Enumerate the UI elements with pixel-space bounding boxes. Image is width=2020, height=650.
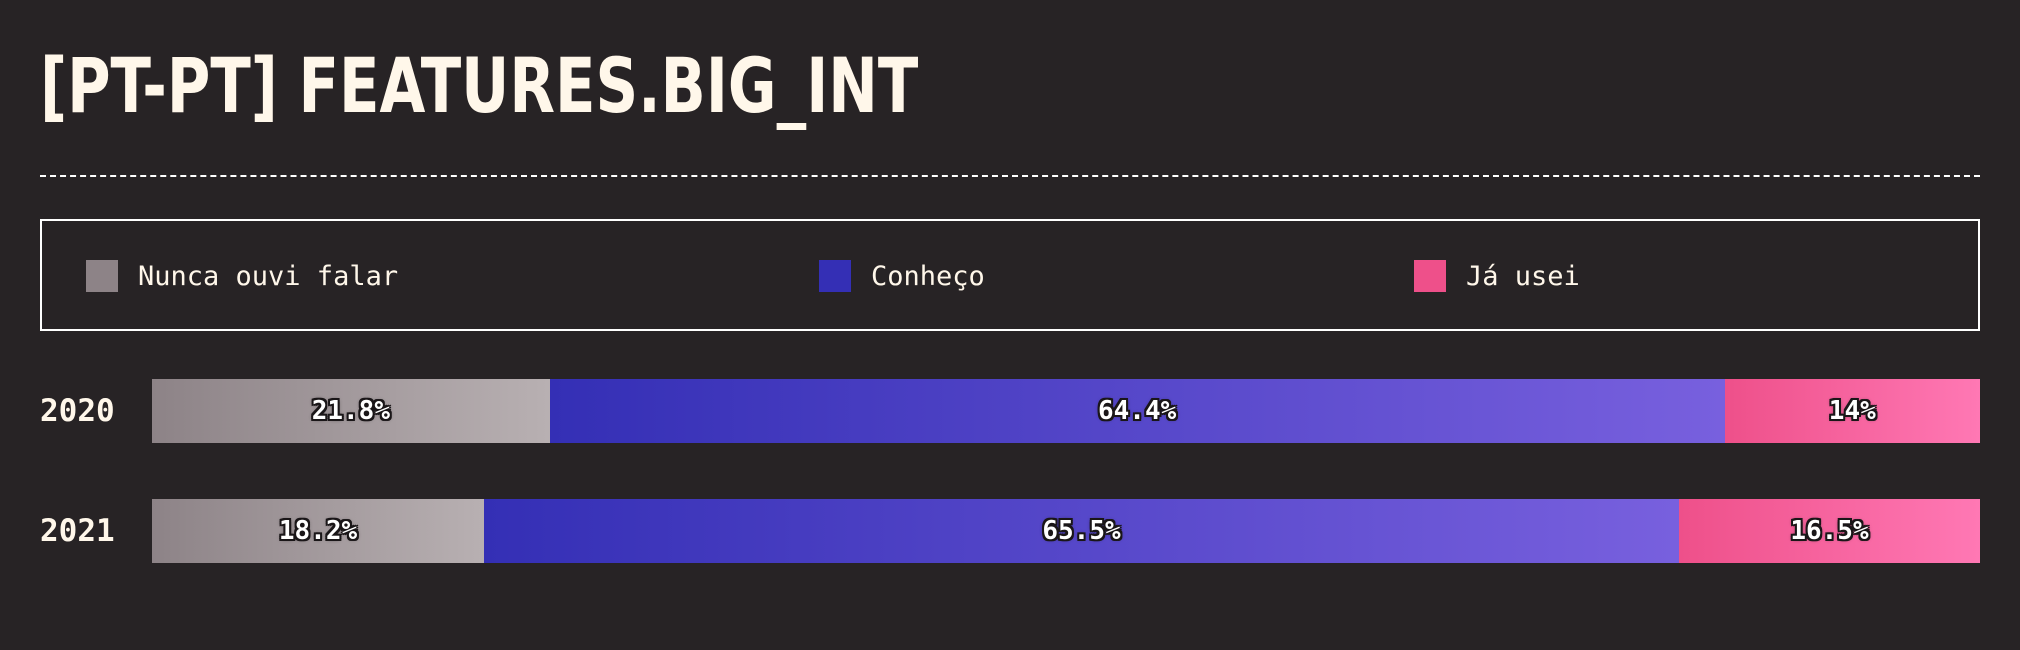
legend-label-know: Conheço xyxy=(871,260,985,292)
legend-item-know[interactable]: Conheço xyxy=(819,259,985,293)
bar-segment-2021-never-heard[interactable]: 18.2% xyxy=(152,499,485,563)
legend-item-never-heard[interactable]: Nunca ouvi falar xyxy=(86,259,398,293)
bar-segment-2020-never-heard[interactable]: 21.8% xyxy=(152,379,550,443)
bar-segment-2020-used[interactable]: 14% xyxy=(1724,379,1980,443)
title-divider xyxy=(40,175,1980,177)
data-label-2021-used: 16.5% xyxy=(1790,516,1869,546)
legend-label-never-heard: Nunca ouvi falar xyxy=(138,260,399,292)
legend-swatch-never-heard xyxy=(86,260,118,292)
legend-label-used: Já usei xyxy=(1466,260,1580,292)
row-label-2020: 2020 xyxy=(40,393,115,429)
data-label-2020-know: 64.4% xyxy=(1098,396,1177,426)
row-label-2021: 2021 xyxy=(40,513,115,549)
legend-item-used[interactable]: Já usei xyxy=(1414,259,1580,293)
legend: Nunca ouvi falar Conheço Já usei xyxy=(40,219,1980,331)
data-label-2020-used: 14% xyxy=(1828,396,1876,426)
data-label-2020-never-heard: 21.8% xyxy=(311,396,390,426)
legend-swatch-know xyxy=(819,260,851,292)
chart-title: [PT-PT] FEATURES.BIG_INT xyxy=(40,41,919,130)
bar-segment-2021-used[interactable]: 16.5% xyxy=(1678,499,1980,563)
bar-segment-2021-know[interactable]: 65.5% xyxy=(484,499,1679,563)
bar-2020: 21.8% 64.4% 14% xyxy=(152,379,1980,443)
data-label-2021-know: 65.5% xyxy=(1042,516,1121,546)
bar-segment-2020-know[interactable]: 64.4% xyxy=(549,379,1725,443)
legend-swatch-used xyxy=(1414,260,1446,292)
bar-2021: 18.2% 65.5% 16.5% xyxy=(152,499,1980,563)
data-label-2021-never-heard: 18.2% xyxy=(278,516,358,546)
